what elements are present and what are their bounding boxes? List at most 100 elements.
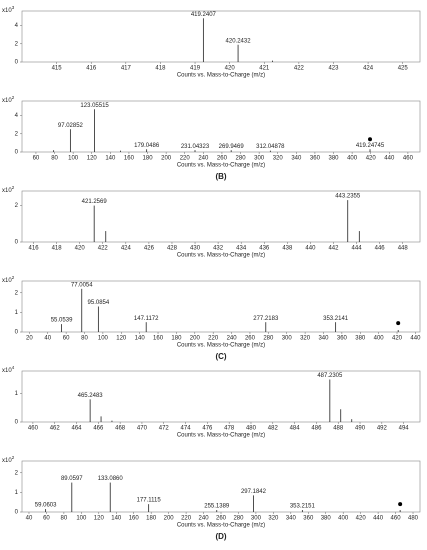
peak-label: 421.2569 xyxy=(82,199,108,205)
x-tick-label: 424 xyxy=(121,246,132,252)
x-tick-label: 448 xyxy=(398,246,409,252)
peak-label: 353.2151 xyxy=(290,504,316,510)
peak-label: 255.1389 xyxy=(204,504,230,510)
x-tick-label: 424 xyxy=(363,66,374,72)
x-tick-label: 476 xyxy=(202,426,213,432)
x-tick-label: 430 xyxy=(190,246,201,252)
x-tick-label: 260 xyxy=(217,156,228,162)
x-tick-label: 488 xyxy=(333,426,344,432)
x-tick-label: 460 xyxy=(403,156,414,162)
plot-frame xyxy=(21,370,421,423)
x-tick-label: 434 xyxy=(236,246,247,252)
x-tick-label: 421 xyxy=(259,66,270,72)
y-multiplier: x102 xyxy=(2,275,15,283)
x-tick-label: 180 xyxy=(146,516,157,522)
panel-label: (D) xyxy=(215,532,226,541)
y-tick-label: 0 xyxy=(15,510,19,516)
peak-label: 89.0597 xyxy=(61,476,83,482)
x-tick-label: 320 xyxy=(300,336,311,342)
x-tick-label: 200 xyxy=(190,336,201,342)
peak-label: 353.2141 xyxy=(323,316,349,322)
x-tick-label: 80 xyxy=(51,156,58,162)
x-tick-label: 240 xyxy=(198,156,209,162)
x-tick-label: 80 xyxy=(61,516,68,522)
x-tick-label: 420 xyxy=(392,336,403,342)
x-tick-label: 280 xyxy=(263,336,274,342)
x-tick-label: 260 xyxy=(216,516,227,522)
y-tick-label: 0 xyxy=(15,60,19,66)
x-tick-label: 400 xyxy=(347,156,358,162)
x-tick-label: 442 xyxy=(328,246,339,252)
peak-label: 419.24745 xyxy=(356,143,385,149)
x-tick-label: 400 xyxy=(338,516,349,522)
x-tick-label: 380 xyxy=(355,336,366,342)
x-tick-label: 180 xyxy=(143,156,154,162)
x-tick-label: 320 xyxy=(268,516,279,522)
x-axis-title: Counts vs. Mass-to-Charge (m/z) xyxy=(177,523,265,529)
y-tick-label: 2 xyxy=(15,290,19,296)
y-multiplier-base: x10 xyxy=(2,8,12,14)
x-axis-title: Counts vs. Mass-to-Charge (m/z) xyxy=(177,433,265,439)
plot-frame xyxy=(21,280,421,333)
peak-label: 177.1115 xyxy=(137,498,162,504)
y-multiplier: x102 xyxy=(2,185,15,193)
x-tick-label: 426 xyxy=(144,246,155,252)
x-tick-label: 160 xyxy=(129,516,140,522)
peak-label: 277.2183 xyxy=(253,316,279,322)
x-tick-label: 416 xyxy=(29,246,40,252)
y-tick-label: 2 xyxy=(15,41,19,47)
x-tick-label: 416 xyxy=(86,66,97,72)
peak-label: 420.2432 xyxy=(226,38,252,44)
x-tick-label: 440 xyxy=(305,246,316,252)
x-tick-label: 492 xyxy=(377,426,388,432)
y-multiplier-exponent: 2 xyxy=(12,455,15,460)
x-tick-label: 419 xyxy=(190,66,201,72)
x-tick-label: 480 xyxy=(408,516,419,522)
y-tick-label: 1 xyxy=(15,490,19,496)
x-tick-label: 40 xyxy=(44,336,51,342)
precursor-marker xyxy=(368,137,373,142)
x-tick-label: 380 xyxy=(321,516,332,522)
y-multiplier-base: x10 xyxy=(2,458,12,464)
peak-label: 297.1842 xyxy=(241,489,267,495)
y-multiplier-exponent: 2 xyxy=(12,185,15,190)
x-tick-label: 466 xyxy=(93,426,104,432)
x-tick-label: 300 xyxy=(251,516,262,522)
precursor-marker xyxy=(396,321,401,326)
peak-label: 59.0603 xyxy=(35,503,57,509)
y-multiplier-base: x10 xyxy=(2,188,12,194)
peak-label: 123.05515 xyxy=(80,103,109,109)
x-tick-label: 415 xyxy=(52,66,63,72)
x-tick-label: 440 xyxy=(410,336,421,342)
x-tick-label: 464 xyxy=(72,426,83,432)
x-tick-label: 360 xyxy=(310,156,321,162)
x-tick-label: 300 xyxy=(282,336,293,342)
x-tick-label: 340 xyxy=(286,516,297,522)
x-tick-label: 423 xyxy=(328,66,339,72)
y-tick-label: 1 xyxy=(15,310,19,316)
peak-label: 419.2407 xyxy=(191,12,217,18)
x-tick-label: 240 xyxy=(227,336,238,342)
x-tick-label: 418 xyxy=(52,246,63,252)
x-tick-label: 280 xyxy=(233,516,244,522)
x-tick-label: 486 xyxy=(311,426,322,432)
x-tick-label: 340 xyxy=(291,156,302,162)
x-tick-label: 482 xyxy=(268,426,279,432)
y-multiplier-exponent: 2 xyxy=(12,275,15,280)
x-tick-label: 418 xyxy=(155,66,166,72)
y-tick-label: 0 xyxy=(15,420,19,426)
x-tick-label: 470 xyxy=(137,426,148,432)
x-tick-label: 360 xyxy=(337,336,348,342)
x-tick-label: 460 xyxy=(28,426,39,432)
peak-label: 487.2305 xyxy=(317,373,343,379)
peak-label: 179.0486 xyxy=(134,143,160,149)
x-tick-label: 100 xyxy=(76,516,87,522)
x-tick-label: 438 xyxy=(282,246,293,252)
x-tick-label: 140 xyxy=(135,336,146,342)
x-axis-title: Counts vs. Mass-to-Charge (m/z) xyxy=(177,343,265,349)
x-tick-label: 480 xyxy=(246,426,257,432)
x-tick-label: 446 xyxy=(375,246,386,252)
plot-frame xyxy=(21,190,421,243)
x-tick-label: 420 xyxy=(75,246,86,252)
